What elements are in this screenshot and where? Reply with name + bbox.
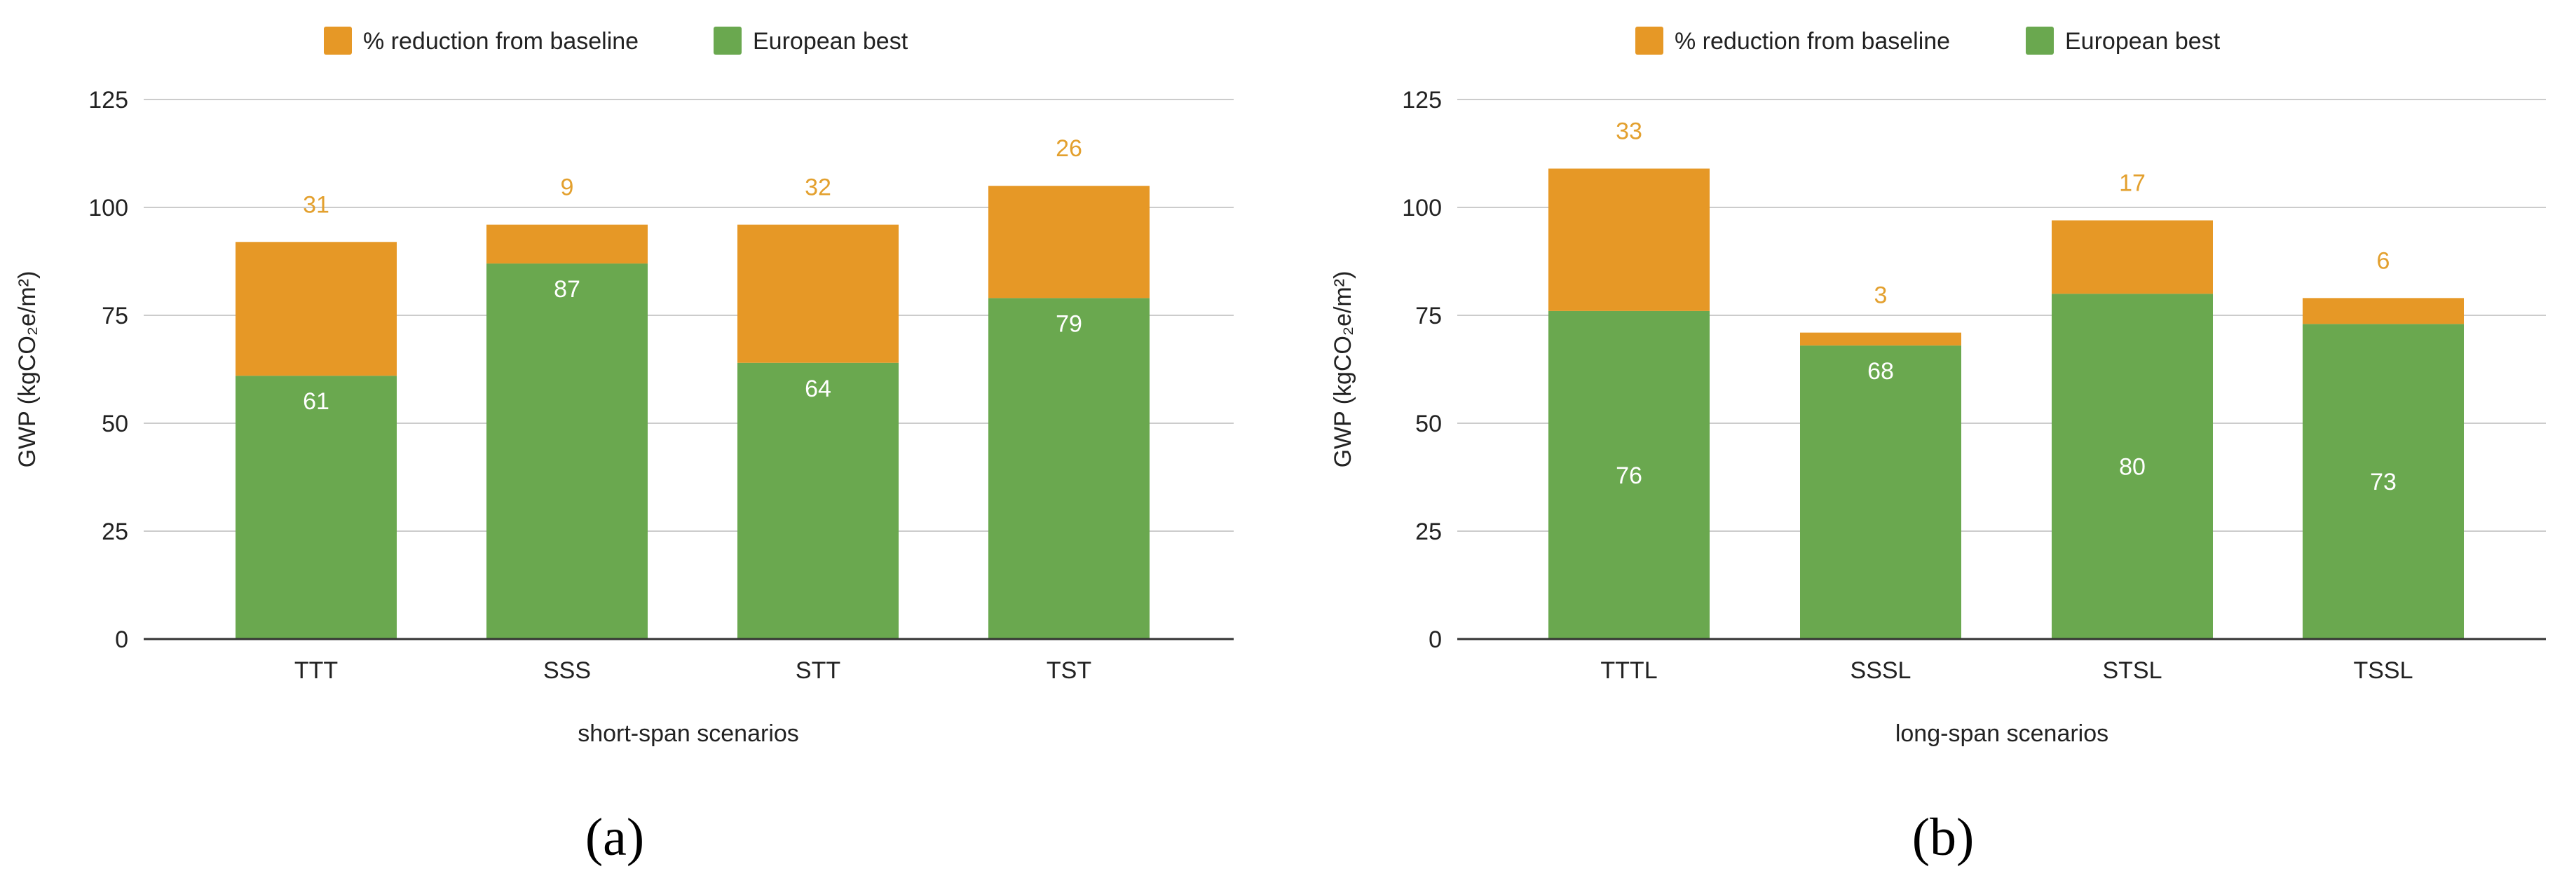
panel-label: (a)	[585, 808, 644, 867]
y-tick-label: 50	[1415, 411, 1442, 437]
data-label-european-best: 80	[2119, 454, 2146, 481]
bar-reduction-tttl	[1548, 168, 1710, 311]
legend-label: European best	[2065, 28, 2221, 55]
y-tick-label: 25	[1415, 519, 1442, 545]
data-label-reduction: 6	[2377, 247, 2390, 274]
data-label-reduction: 32	[805, 174, 831, 201]
data-label-reduction: 3	[1874, 282, 1888, 309]
bar-reduction-tst	[988, 186, 1150, 299]
bar-reduction-tssl	[2303, 298, 2464, 324]
chart-panel-b: 0 25 50 75 100 125 GWP (kgCO₂e/m²) 76 33 TTTL 68 3 S…	[1330, 27, 2546, 867]
x-axis-label: long-span scenarios	[1895, 720, 2108, 747]
legend-label: % reduction from baseline	[363, 28, 639, 55]
bar-european-best-stt	[737, 362, 899, 639]
data-label-european-best: 73	[2370, 469, 2397, 495]
data-label-european-best: 64	[805, 376, 831, 402]
y-axis-label: GWP (kgCO₂e/m²)	[1330, 271, 1356, 468]
x-tick-label: STT	[796, 657, 840, 684]
data-label-european-best: 76	[1616, 462, 1642, 489]
legend-swatch	[324, 27, 352, 55]
data-label-reduction: 17	[2119, 170, 2146, 196]
y-tick-label: 125	[88, 87, 128, 114]
bar-reduction-sssl	[1800, 332, 1961, 346]
x-tick-label: TTTL	[1600, 657, 1657, 684]
x-tick-label: SSSL	[1851, 657, 1911, 684]
y-tick-label: 25	[102, 519, 128, 545]
x-tick-label: STSL	[2102, 657, 2162, 684]
legend-swatch	[1635, 27, 1663, 55]
legend-label: European best	[753, 28, 908, 55]
panel-label: (b)	[1912, 808, 1975, 867]
bar-european-best-ttt	[236, 376, 397, 639]
data-label-european-best: 68	[1867, 358, 1894, 385]
bar-reduction-ttt	[236, 242, 397, 376]
bar-european-best-sss	[486, 263, 648, 640]
data-label-european-best: 79	[1056, 310, 1082, 337]
x-tick-label: TTT	[294, 657, 338, 684]
y-tick-label: 50	[102, 411, 128, 437]
bar-reduction-stt	[737, 224, 899, 363]
data-label-reduction: 31	[303, 191, 329, 218]
bar-reduction-sss	[486, 224, 648, 264]
y-tick-label: 100	[1402, 195, 1442, 221]
data-label-european-best: 61	[303, 388, 329, 415]
y-tick-label: 100	[88, 195, 128, 221]
bar-european-best-tst	[988, 298, 1150, 639]
y-tick-label: 0	[1429, 626, 1442, 653]
bar-european-best-tssl	[2303, 324, 2464, 639]
x-tick-label: TST	[1047, 657, 1091, 684]
bar-european-best-stsl	[2052, 294, 2213, 639]
x-axis-label: short-span scenarios	[578, 720, 799, 747]
bar-european-best-tttl	[1548, 310, 1710, 639]
x-tick-label: TSSL	[2353, 657, 2413, 684]
y-tick-label: 125	[1402, 87, 1442, 114]
y-tick-label: 75	[102, 303, 128, 329]
data-label-european-best: 87	[554, 276, 580, 303]
data-label-reduction: 33	[1616, 118, 1642, 145]
data-label-reduction: 9	[561, 174, 574, 201]
bar-reduction-stsl	[2052, 220, 2213, 294]
chart-panel-a: 0 25 50 75 100 125 GWP (kgCO₂e/m²) 61 31 TTT 87 9 SS…	[14, 27, 1234, 867]
y-tick-label: 0	[115, 626, 128, 653]
x-tick-label: SSS	[543, 657, 591, 684]
legend-swatch	[714, 27, 742, 55]
y-axis-label: GWP (kgCO₂e/m²)	[14, 271, 41, 468]
legend-swatch	[2026, 27, 2054, 55]
bar-european-best-sssl	[1800, 345, 1961, 639]
legend-label: % reduction from baseline	[1675, 28, 1950, 55]
y-tick-label: 75	[1415, 303, 1442, 329]
data-label-reduction: 26	[1056, 135, 1082, 162]
